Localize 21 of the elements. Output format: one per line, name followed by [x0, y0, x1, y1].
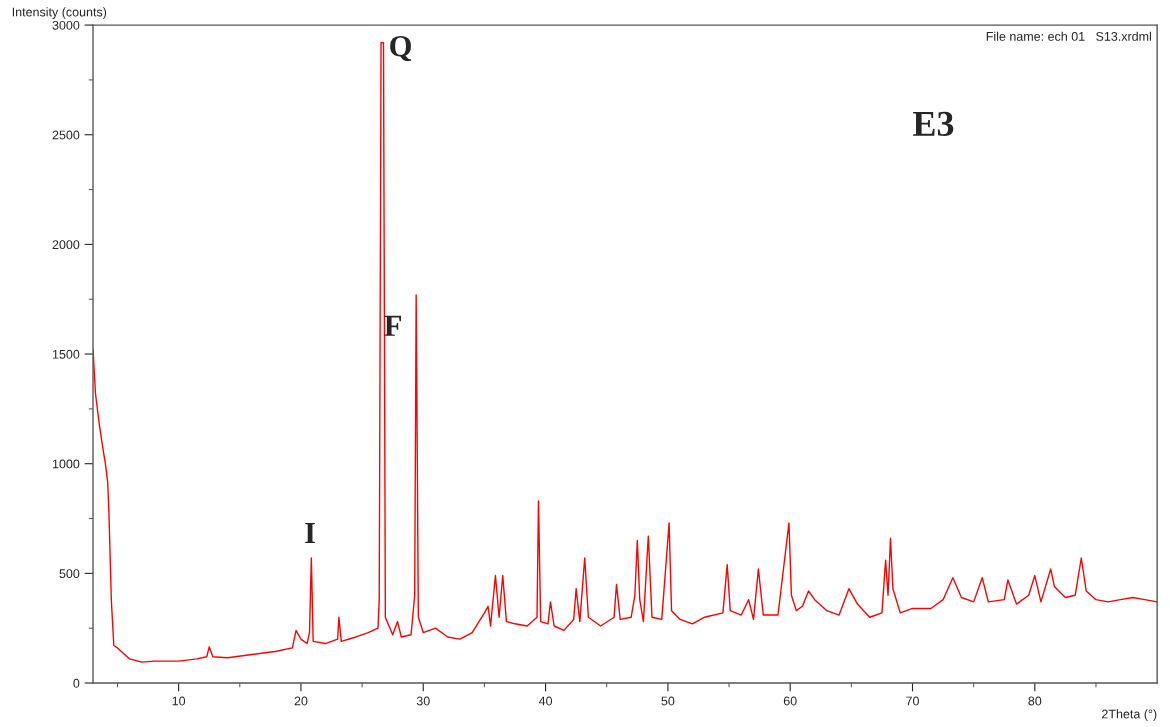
- y-tick-label: 2000: [52, 240, 80, 250]
- y-tick-label: 0: [73, 678, 80, 688]
- annotation: E3: [913, 111, 954, 137]
- annotation: I: [305, 523, 316, 544]
- annotation: File name: ech 01 S13.xrdml: [986, 31, 1151, 41]
- y-axis-title: Intensity (counts): [12, 7, 107, 19]
- x-tick-label: 10: [172, 696, 186, 706]
- y-tick-label: 3000: [52, 20, 80, 30]
- x-tick-label: 40: [538, 696, 553, 706]
- x-tick-label: 30: [416, 696, 430, 706]
- x-tick-label: 50: [661, 696, 675, 706]
- y-tick-label: 1500: [52, 349, 80, 359]
- x-tick-label: 60: [783, 696, 797, 706]
- y-tick-label: 2500: [52, 130, 80, 140]
- y-tick-label: 1000: [52, 459, 80, 469]
- x-tick-label: 20: [294, 696, 308, 706]
- annotation: Q: [390, 35, 412, 62]
- x-tick-label: 70: [906, 696, 919, 706]
- y-tick-label: 500: [59, 569, 80, 579]
- x-tick-label: 80: [1028, 696, 1042, 706]
- x-axis-title: 2Theta (°): [1102, 709, 1157, 721]
